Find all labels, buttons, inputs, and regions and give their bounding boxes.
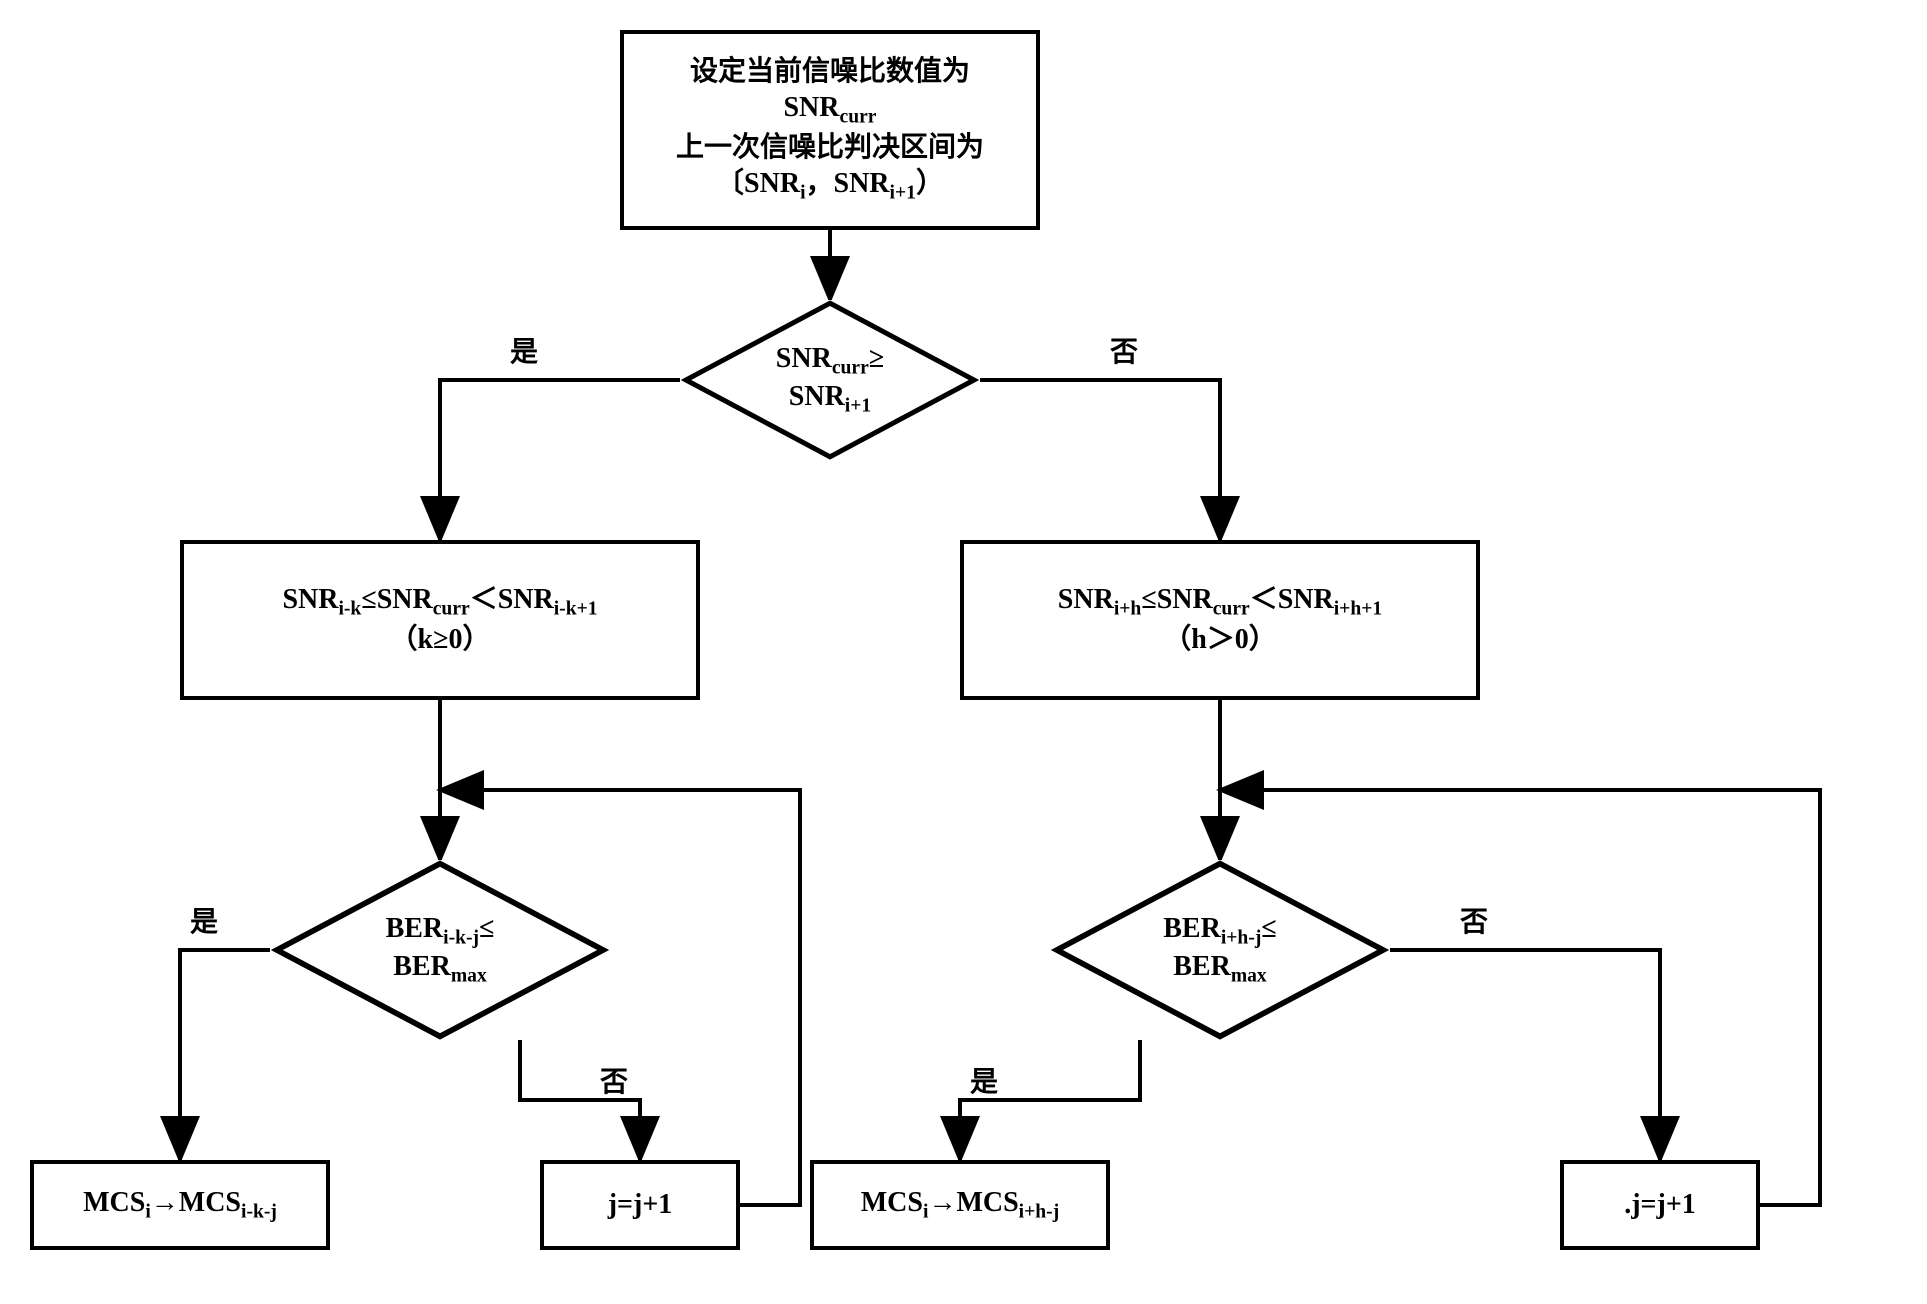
d2l-line2: BERmax: [386, 950, 495, 988]
edge-e_d1_right: [980, 380, 1220, 540]
mcs-right-box: MCSi→MCSi+h-j: [810, 1160, 1110, 1250]
edge-e_d2r_no: [1390, 950, 1660, 1160]
right-range-line1: SNRi+h≤SNRcurr＜SNRi+h+1: [1058, 582, 1382, 622]
start-line4: 〔SNRi，SNRi+1）: [716, 166, 944, 206]
mcs-left-text: MCSi→MCSi-k-j: [83, 1185, 277, 1225]
left-range-line1: SNRi-k≤SNRcurr＜SNRi-k+1: [282, 582, 597, 622]
start-line3: 上一次信噪比判决区间为: [676, 130, 984, 166]
label-d1-no: 否: [1110, 330, 1138, 370]
inc-right-text: .j=j+1: [1624, 1187, 1696, 1223]
increment-right-box: .j=j+1: [1560, 1160, 1760, 1250]
d2r-line2: BERmax: [1163, 950, 1277, 988]
label-d2r-no: 否: [1460, 900, 1488, 940]
d2l-line1: BERi-k-j≤: [386, 912, 495, 950]
d2r-line1: BERi+h-j≤: [1163, 912, 1277, 950]
mcs-right-text: MCSi→MCSi+h-j: [861, 1185, 1059, 1225]
edge-e_d1_left: [440, 380, 680, 540]
decision-snr-compare: SNRcurr≥ SNRi+1: [680, 300, 980, 460]
label-d2r-yes: 是: [970, 1060, 998, 1100]
decision-ber-left: BERi-k-j≤ BERmax: [270, 860, 610, 1040]
start-line1: 设定当前信噪比数值为: [690, 54, 970, 90]
edge-e_d2l_yes: [180, 950, 270, 1160]
mcs-left-box: MCSi→MCSi-k-j: [30, 1160, 330, 1250]
d1-line2: SNRi+1: [776, 380, 884, 418]
right-range-box: SNRi+h≤SNRcurr＜SNRi+h+1 （h＞0）: [960, 540, 1480, 700]
inc-left-text: j=j+1: [608, 1187, 673, 1223]
decision-ber-right: BERi+h-j≤ BERmax: [1050, 860, 1390, 1040]
label-d1-yes: 是: [510, 330, 538, 370]
label-d2l-no: 否: [600, 1060, 628, 1100]
left-range-line2: （k≥0）: [390, 622, 491, 658]
left-range-box: SNRi-k≤SNRcurr＜SNRi-k+1 （k≥0）: [180, 540, 700, 700]
right-range-line2: （h＞0）: [1163, 622, 1277, 658]
start-line2: SNRcurr: [783, 90, 876, 130]
increment-left-box: j=j+1: [540, 1160, 740, 1250]
start-box: 设定当前信噪比数值为 SNRcurr 上一次信噪比判决区间为 〔SNRi，SNR…: [620, 30, 1040, 230]
d1-line1: SNRcurr≥: [776, 342, 884, 380]
label-d2l-yes: 是: [190, 900, 218, 940]
